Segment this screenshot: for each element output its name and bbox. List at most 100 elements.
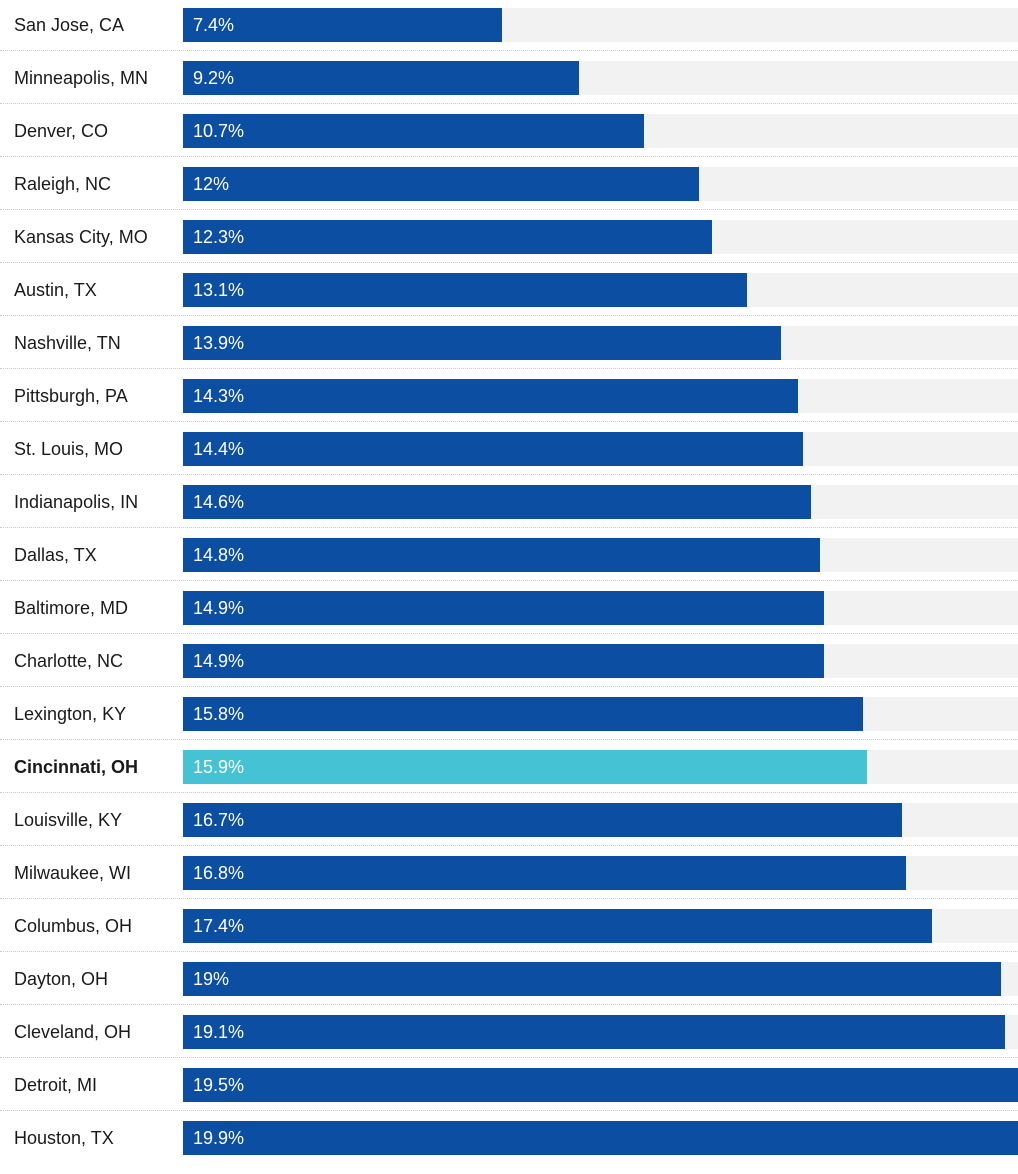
value-label: 14.9% — [193, 651, 245, 671]
bar-track: 13.1% — [183, 273, 1018, 307]
category-label: Cleveland, OH — [14, 1022, 132, 1042]
category-label: Minneapolis, MN — [14, 68, 149, 88]
row-divider — [0, 792, 1018, 793]
row-divider — [0, 1004, 1018, 1005]
bar-row: Dayton, OH 19% — [0, 962, 1018, 1015]
bar-row: Kansas City, MO 12.3% — [0, 220, 1018, 273]
bar-track: 19% — [183, 962, 1018, 996]
category-label: Baltimore, MD — [14, 598, 129, 618]
bar-row: Austin, TX 13.1% — [0, 273, 1018, 326]
row-divider — [0, 1057, 1018, 1058]
bar-row: Cleveland, OH 19.1% — [0, 1015, 1018, 1068]
value-label: 13.1% — [193, 280, 245, 300]
bar-row: Baltimore, MD 14.9% — [0, 591, 1018, 644]
bar-row: San Jose, CA 7.4% — [0, 8, 1018, 61]
bar-track: 15.8% — [183, 697, 1018, 731]
category-label: Austin, TX — [14, 280, 97, 300]
bar-track: 14.4% — [183, 432, 1018, 466]
bar-row: Indianapolis, IN 14.6% — [0, 485, 1018, 538]
bar-track: 15.9% — [183, 750, 1018, 784]
bar-row: Charlotte, NC 14.9% — [0, 644, 1018, 697]
value-label: 19% — [193, 969, 230, 989]
bar-row: Cincinnati, OH 15.9% — [0, 750, 1018, 803]
row-divider — [0, 315, 1018, 316]
value-label: 9.2% — [193, 68, 235, 88]
category-label: Dallas, TX — [14, 545, 97, 565]
bar-row: Raleigh, NC 12% — [0, 167, 1018, 220]
category-label: Houston, TX — [14, 1128, 114, 1148]
bar-row: St. Louis, MO 14.4% — [0, 432, 1018, 485]
bar: 14.4% — [183, 432, 803, 466]
value-label: 7.4% — [193, 15, 235, 35]
value-label: 12% — [193, 174, 230, 194]
bar-track: 12.3% — [183, 220, 1018, 254]
bar-track: 19.9% — [183, 1121, 1018, 1155]
value-label: 14.4% — [193, 439, 245, 459]
bar: 14.8% — [183, 538, 820, 572]
row-divider — [0, 50, 1018, 51]
category-label: Columbus, OH — [14, 916, 133, 936]
row-divider — [0, 951, 1018, 952]
category-label: Lexington, KY — [14, 704, 127, 724]
value-label: 14.3% — [193, 386, 245, 406]
row-divider — [0, 686, 1018, 687]
bar-track: 13.9% — [183, 326, 1018, 360]
bar-row: Nashville, TN 13.9% — [0, 326, 1018, 379]
value-label: 14.6% — [193, 492, 245, 512]
bar-row: Dallas, TX 14.8% — [0, 538, 1018, 591]
row-divider — [0, 527, 1018, 528]
value-label: 10.7% — [193, 121, 245, 141]
bar: 10.7% — [183, 114, 644, 148]
row-divider — [0, 103, 1018, 104]
category-label: Kansas City, MO — [14, 227, 148, 247]
bar: 14.9% — [183, 591, 825, 625]
bar-row: Columbus, OH 17.4% — [0, 909, 1018, 962]
bar-track: 14.9% — [183, 644, 1018, 678]
bar-track: 19.5% — [183, 1068, 1018, 1102]
bar-track: 16.7% — [183, 803, 1018, 837]
bar-track: 17.4% — [183, 909, 1018, 943]
value-label: 17.4% — [193, 916, 245, 936]
row-divider — [0, 368, 1018, 369]
value-label: 13.9% — [193, 333, 245, 353]
bar-row: Louisville, KY 16.7% — [0, 803, 1018, 856]
value-label: 14.9% — [193, 598, 245, 618]
category-label: Pittsburgh, PA — [14, 386, 128, 406]
row-divider — [0, 580, 1018, 581]
row-divider — [0, 156, 1018, 157]
bar-track: 14.6% — [183, 485, 1018, 519]
row-divider — [0, 845, 1018, 846]
bar: 9.2% — [183, 61, 579, 95]
category-label: Indianapolis, IN — [14, 492, 139, 512]
bar-track: 7.4% — [183, 8, 1018, 42]
value-label: 19.5% — [193, 1075, 245, 1095]
category-label: St. Louis, MO — [14, 439, 124, 459]
bar-row: Milwaukee, WI 16.8% — [0, 856, 1018, 909]
value-label: 16.7% — [193, 810, 245, 830]
row-divider — [0, 739, 1018, 740]
bar: 14.9% — [183, 644, 825, 678]
bar: 7.4% — [183, 8, 502, 42]
bar: 19.5% — [183, 1068, 1018, 1102]
row-divider — [0, 633, 1018, 634]
category-label: Dayton, OH — [14, 969, 109, 989]
bar-track: 14.8% — [183, 538, 1018, 572]
row-divider — [0, 421, 1018, 422]
value-label: 15.9% — [193, 757, 245, 777]
category-label: Denver, CO — [14, 121, 109, 141]
bar: 14.6% — [183, 485, 812, 519]
category-label: Detroit, MI — [14, 1075, 98, 1095]
category-label: San Jose, CA — [14, 15, 125, 35]
bar: 15.8% — [183, 697, 864, 731]
category-label: Nashville, TN — [14, 333, 121, 353]
highlighted-bar: 15.9% — [183, 750, 868, 784]
row-divider — [0, 209, 1018, 210]
category-label: Milwaukee, WI — [14, 863, 132, 883]
row-divider — [0, 1110, 1018, 1111]
bar-track: 14.3% — [183, 379, 1018, 413]
bar: 17.4% — [183, 909, 932, 943]
bar-row: Houston, TX 19.9% — [0, 1121, 1018, 1174]
value-label: 14.8% — [193, 545, 245, 565]
bar-track: 9.2% — [183, 61, 1018, 95]
bar: 12.3% — [183, 220, 713, 254]
